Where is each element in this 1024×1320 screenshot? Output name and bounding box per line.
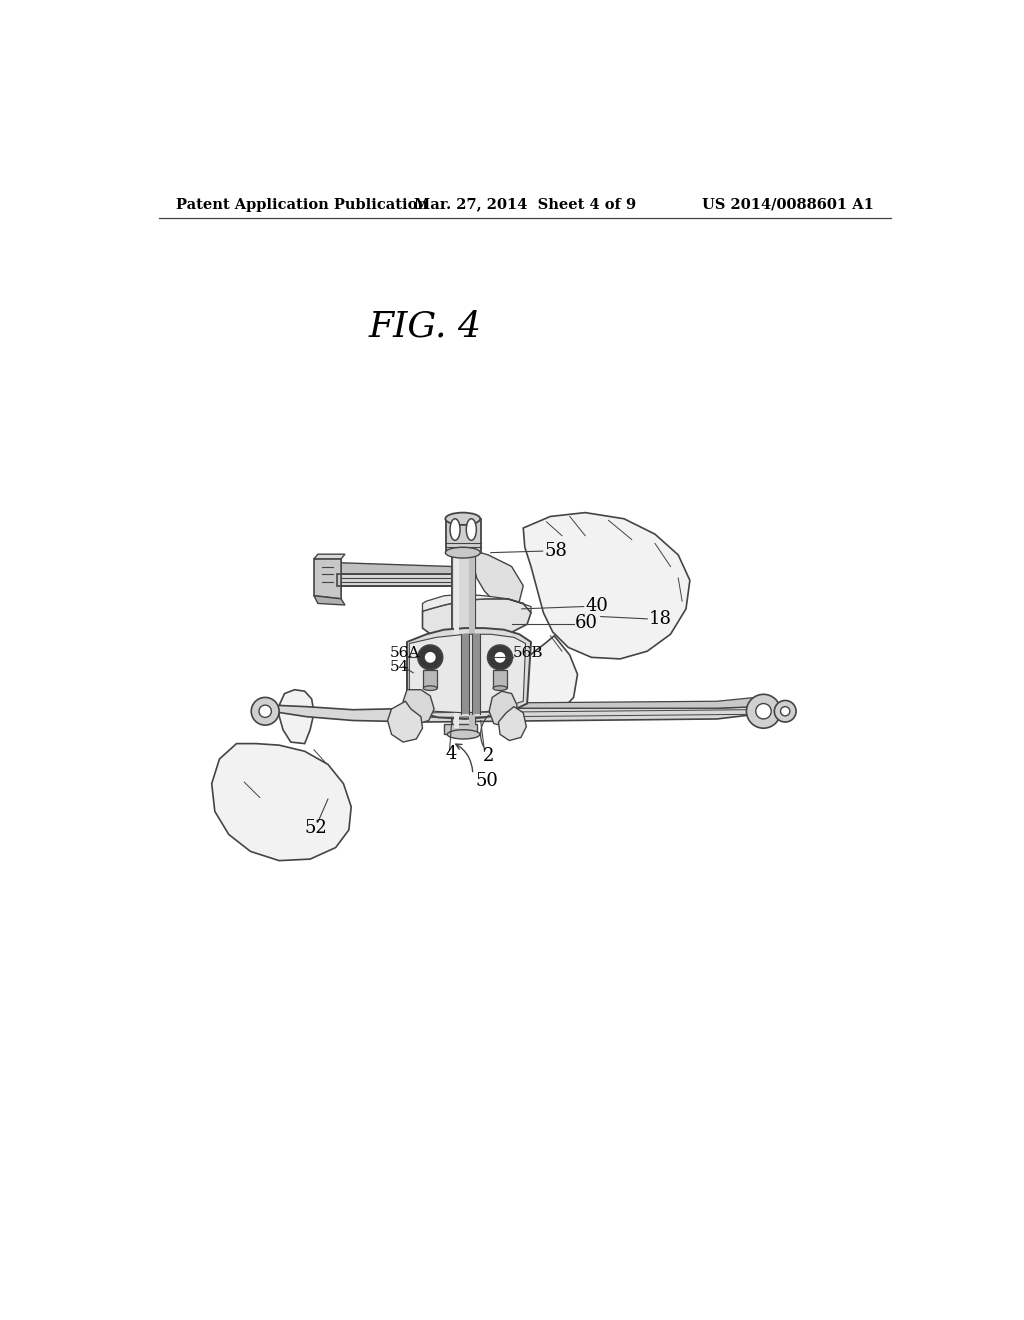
Ellipse shape [447, 730, 480, 739]
Text: 4: 4 [445, 744, 457, 763]
Polygon shape [523, 512, 690, 659]
Polygon shape [514, 636, 578, 717]
Circle shape [259, 705, 271, 718]
Polygon shape [314, 554, 345, 558]
Circle shape [780, 706, 790, 715]
Text: 54: 54 [390, 660, 410, 673]
Polygon shape [469, 552, 475, 729]
Polygon shape [493, 669, 507, 688]
Polygon shape [489, 692, 517, 726]
Polygon shape [423, 594, 531, 612]
Ellipse shape [445, 512, 480, 525]
Polygon shape [461, 635, 469, 714]
Circle shape [425, 652, 435, 663]
Polygon shape [212, 743, 351, 861]
Polygon shape [452, 545, 475, 734]
Polygon shape [454, 552, 459, 729]
Ellipse shape [445, 548, 480, 558]
Ellipse shape [493, 686, 507, 690]
Circle shape [495, 652, 506, 663]
Text: Mar. 27, 2014  Sheet 4 of 9: Mar. 27, 2014 Sheet 4 of 9 [414, 198, 636, 211]
Text: 56B: 56B [513, 645, 544, 660]
Polygon shape [388, 701, 423, 742]
Polygon shape [280, 689, 314, 743]
Ellipse shape [450, 519, 460, 540]
Polygon shape [445, 519, 480, 553]
Circle shape [251, 697, 280, 725]
Polygon shape [499, 706, 526, 741]
Polygon shape [472, 635, 480, 714]
Polygon shape [423, 669, 437, 688]
Text: 60: 60 [575, 615, 598, 632]
Polygon shape [314, 595, 345, 605]
Text: US 2014/0088601 A1: US 2014/0088601 A1 [701, 198, 873, 211]
Polygon shape [271, 705, 423, 722]
Text: FIG. 4: FIG. 4 [369, 309, 481, 343]
Circle shape [756, 704, 771, 719]
Polygon shape [314, 558, 341, 599]
Ellipse shape [466, 519, 476, 540]
Text: Patent Application Publication: Patent Application Publication [176, 198, 428, 211]
Text: 52: 52 [305, 820, 328, 837]
Ellipse shape [423, 686, 437, 690]
Polygon shape [403, 689, 434, 725]
Polygon shape [423, 706, 756, 722]
Text: 40: 40 [586, 597, 608, 615]
Circle shape [746, 694, 780, 729]
Text: 18: 18 [649, 610, 672, 628]
Polygon shape [444, 725, 477, 734]
Polygon shape [423, 599, 531, 644]
Polygon shape [337, 574, 452, 586]
Polygon shape [337, 562, 452, 574]
Circle shape [418, 645, 442, 669]
Polygon shape [423, 697, 756, 708]
Text: 58: 58 [544, 543, 567, 560]
Polygon shape [410, 635, 525, 713]
Text: 2: 2 [483, 747, 495, 764]
Circle shape [774, 701, 796, 722]
Polygon shape [473, 552, 523, 607]
Polygon shape [407, 628, 531, 719]
Text: 56A: 56A [390, 645, 420, 660]
Circle shape [487, 645, 512, 669]
Text: 50: 50 [475, 772, 498, 789]
